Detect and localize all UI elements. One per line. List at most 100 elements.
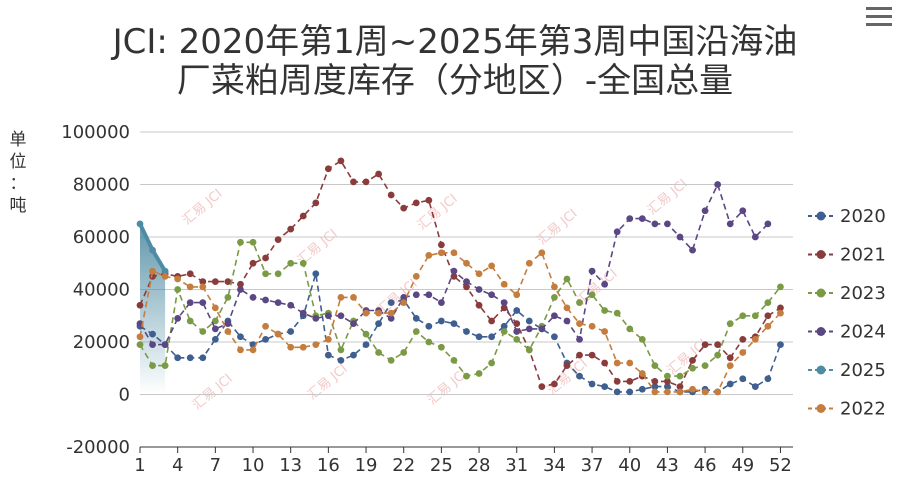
data-point-2021: [412, 199, 420, 207]
x-tick-label: 25: [430, 455, 453, 476]
data-point-2021: [375, 170, 382, 178]
data-point-2023: [513, 335, 521, 343]
data-point-2025: [136, 220, 144, 228]
data-point-2021: [274, 236, 282, 244]
chart-title-line-1: JCI: 2020年第1周~2025年第3周中国沿海油: [111, 22, 798, 62]
data-point-2022: [638, 370, 646, 377]
data-point-2024: [601, 280, 609, 288]
y-tick-label: 0: [119, 385, 130, 406]
data-point-2020: [337, 356, 345, 364]
legend-label: 2022: [840, 399, 886, 420]
data-point-2025: [161, 267, 169, 275]
hamburger-menu-icon[interactable]: [862, 2, 896, 30]
data-point-2023: [488, 359, 496, 367]
data-point-2020: [186, 354, 194, 362]
x-tick-label: 13: [279, 455, 302, 476]
legend-label: 2023: [840, 283, 886, 304]
data-point-2023: [601, 307, 609, 314]
data-point-2023: [224, 293, 232, 301]
data-point-2020: [262, 335, 269, 343]
data-point-2023: [161, 362, 169, 370]
x-tick-label: 52: [769, 455, 792, 476]
data-point-2024: [249, 293, 257, 301]
x-tick-label: 19: [355, 455, 378, 476]
data-point-2020: [199, 354, 207, 362]
data-point-2024: [638, 215, 646, 223]
watermark-text: 汇易 JCI: [305, 362, 351, 404]
data-point-2021: [224, 278, 232, 286]
data-point-2023: [563, 275, 571, 283]
data-point-2020: [488, 333, 496, 341]
y-tick-label: 40000: [73, 280, 130, 301]
data-point-2024: [274, 299, 282, 307]
data-point-2023: [375, 349, 382, 356]
data-point-2022: [400, 299, 408, 307]
data-point-2020: [312, 270, 320, 278]
data-point-2024: [701, 207, 709, 215]
x-tick-label: 4: [172, 455, 183, 476]
y-tick-label: 20000: [73, 332, 130, 353]
x-tick-label: 1: [134, 455, 145, 476]
x-axis-ticks: 1 4 7 10 13 16 19 22 25 28 31 34 37 40 43 46 49 52: [134, 446, 793, 476]
data-point-2022: [186, 283, 194, 291]
watermark-text: 汇易 JCI: [535, 207, 581, 249]
data-point-2020: [475, 333, 483, 341]
data-point-2024: [726, 220, 734, 228]
data-point-2022: [224, 328, 232, 335]
data-point-2021: [500, 304, 508, 312]
data-point-2020: [412, 314, 420, 322]
data-point-2022: [525, 259, 533, 267]
data-point-2022: [563, 304, 571, 312]
data-point-2023: [299, 259, 307, 267]
data-point-2024: [764, 220, 772, 228]
watermark-text: 汇易 JCI: [190, 372, 236, 414]
series-line-2022: [139, 251, 781, 393]
data-point-2022: [249, 346, 257, 354]
data-point-2024: [739, 207, 747, 215]
legend-marker: [816, 404, 826, 413]
legend-marker: [816, 327, 826, 336]
data-point-2020: [362, 341, 370, 349]
data-point-2024: [224, 320, 232, 328]
data-point-2024: [563, 317, 571, 325]
area-fills: [140, 223, 166, 395]
y-unit-char: 位: [10, 152, 27, 172]
data-point-2022: [513, 291, 521, 299]
data-point-2023: [525, 346, 533, 354]
data-point-2023: [136, 341, 144, 349]
data-point-2021: [777, 304, 784, 312]
data-point-2024: [450, 267, 458, 275]
data-point-2021: [287, 225, 295, 233]
data-point-2021: [626, 377, 634, 385]
series-line-2023: [139, 241, 782, 377]
x-tick-label: 43: [656, 455, 679, 476]
data-point-2023: [337, 346, 345, 354]
data-point-2020: [425, 322, 433, 330]
data-point-2023: [726, 320, 734, 328]
data-point-2024: [613, 228, 621, 236]
legend: 2020 2021 2023 2024 2025 2022: [808, 206, 886, 420]
data-point-2022: [387, 309, 395, 317]
x-tick-label: 46: [694, 455, 717, 476]
data-point-2022: [551, 283, 558, 291]
data-point-2023: [651, 362, 659, 370]
data-point-2022: [199, 283, 207, 291]
data-point-2022: [237, 346, 244, 354]
data-point-2024: [161, 341, 169, 349]
data-point-2020: [324, 351, 332, 359]
data-point-2020: [777, 341, 784, 349]
watermarks: 汇易 JCI 汇易 JCI 汇易 JCI 汇易 JCI 汇易 JCI 汇易 JCI 汇易 J…: [180, 177, 711, 414]
data-point-2023: [437, 343, 445, 351]
x-tick-label: 28: [468, 455, 491, 476]
series-2025: [136, 220, 169, 275]
series-2021: [136, 157, 784, 391]
data-point-2022: [613, 359, 621, 367]
data-point-2022: [425, 251, 433, 259]
data-point-2024: [312, 314, 320, 322]
data-point-2021: [764, 312, 772, 320]
data-point-2024: [174, 314, 182, 322]
data-point-2020: [576, 372, 583, 380]
data-point-2020: [149, 330, 156, 338]
data-point-2024: [551, 312, 558, 320]
